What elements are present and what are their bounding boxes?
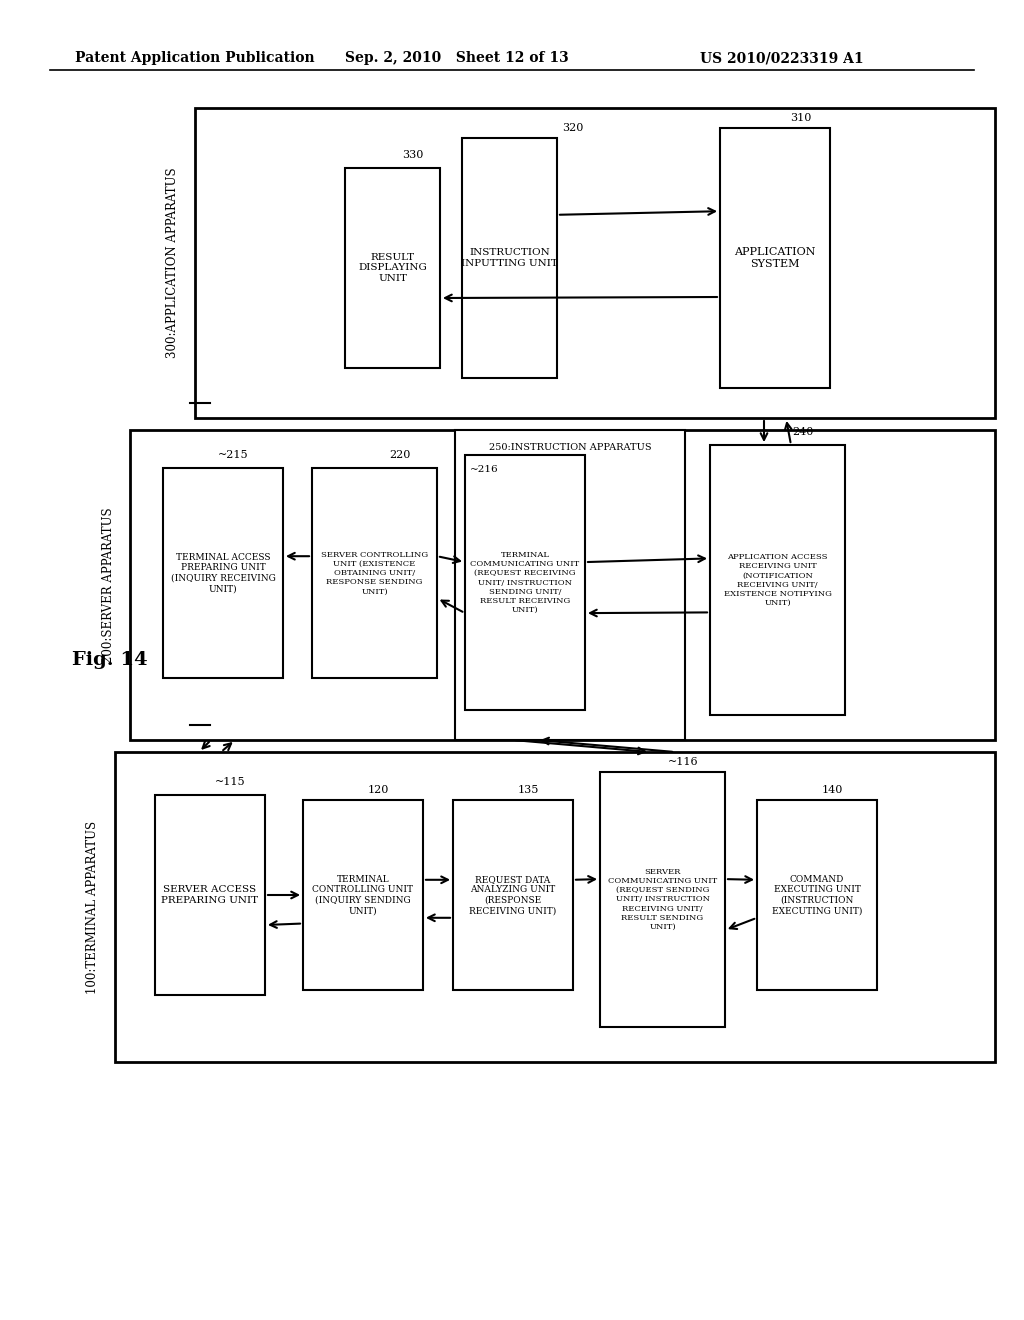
Text: Sep. 2, 2010   Sheet 12 of 13: Sep. 2, 2010 Sheet 12 of 13: [345, 51, 568, 65]
Text: 140: 140: [822, 785, 844, 795]
Bar: [345, 168, 440, 368]
Bar: [462, 139, 557, 378]
Text: ~116: ~116: [668, 756, 698, 767]
Text: 100:TERMINAL APPARATUS: 100:TERMINAL APPARATUS: [86, 821, 99, 994]
Bar: [163, 469, 283, 678]
Text: 220: 220: [389, 450, 411, 459]
Bar: [130, 430, 995, 741]
Text: 330: 330: [402, 150, 424, 160]
Text: Fig. 14: Fig. 14: [72, 651, 147, 669]
Text: 135: 135: [518, 785, 540, 795]
Bar: [312, 469, 437, 678]
Text: APPLICATION ACCESS
RECEIVING UNIT
(NOTIFICATION
RECEIVING UNIT/
EXISTENCE NOTIFY: APPLICATION ACCESS RECEIVING UNIT (NOTIF…: [724, 553, 831, 607]
Bar: [465, 455, 585, 710]
Text: 310: 310: [790, 114, 811, 123]
Bar: [710, 445, 845, 715]
Bar: [600, 772, 725, 1027]
Text: 300:APPLICATION APPARATUS: 300:APPLICATION APPARATUS: [167, 168, 179, 358]
Text: SERVER CONTROLLING
UNIT (EXISTENCE
OBTAINING UNIT/
RESPONSE SENDING
UNIT): SERVER CONTROLLING UNIT (EXISTENCE OBTAI…: [321, 550, 428, 595]
Text: APPLICATION
SYSTEM: APPLICATION SYSTEM: [734, 247, 816, 269]
Text: TERMINAL
COMMUNICATING UNIT
(REQUEST RECEIVING
UNIT/ INSTRUCTION
SENDING UNIT/
R: TERMINAL COMMUNICATING UNIT (REQUEST REC…: [470, 550, 580, 614]
Text: SERVER
COMMUNICATING UNIT
(REQUEST SENDING
UNIT/ INSTRUCTION
RECEIVING UNIT/
RES: SERVER COMMUNICATING UNIT (REQUEST SENDI…: [608, 869, 717, 931]
Text: TERMINAL ACCESS
PREPARING UNIT
(INQUIRY RECEIVING
UNIT): TERMINAL ACCESS PREPARING UNIT (INQUIRY …: [171, 553, 275, 593]
Text: COMMAND
EXECUTING UNIT
(INSTRUCTION
EXECUTING UNIT): COMMAND EXECUTING UNIT (INSTRUCTION EXEC…: [772, 875, 862, 915]
Text: TERMINAL
CONTROLLING UNIT
(INQUIRY SENDING
UNIT): TERMINAL CONTROLLING UNIT (INQUIRY SENDI…: [312, 875, 414, 915]
Bar: [453, 800, 573, 990]
Bar: [115, 752, 995, 1063]
Text: REQUEST DATA
ANALYZING UNIT
(RESPONSE
RECEIVING UNIT): REQUEST DATA ANALYZING UNIT (RESPONSE RE…: [469, 875, 557, 915]
Text: 200:SERVER APPARATUS: 200:SERVER APPARATUS: [101, 507, 115, 663]
Bar: [195, 108, 995, 418]
Text: ~215: ~215: [218, 450, 249, 459]
Text: 320: 320: [562, 123, 584, 133]
Text: Patent Application Publication: Patent Application Publication: [75, 51, 314, 65]
Text: RESULT
DISPLAYING
UNIT: RESULT DISPLAYING UNIT: [358, 253, 427, 282]
Text: 240: 240: [793, 426, 814, 437]
Text: ~115: ~115: [215, 777, 246, 787]
Text: SERVER ACCESS
PREPARING UNIT: SERVER ACCESS PREPARING UNIT: [162, 886, 259, 904]
Bar: [155, 795, 265, 995]
Bar: [720, 128, 830, 388]
Bar: [757, 800, 877, 990]
Text: US 2010/0223319 A1: US 2010/0223319 A1: [700, 51, 863, 65]
Text: 120: 120: [368, 785, 389, 795]
Bar: [303, 800, 423, 990]
Text: ~216: ~216: [470, 466, 499, 474]
Text: INSTRUCTION
INPUTTING UNIT: INSTRUCTION INPUTTING UNIT: [461, 248, 558, 268]
Text: 250:INSTRUCTION APPARATUS: 250:INSTRUCTION APPARATUS: [488, 444, 651, 453]
Bar: [455, 430, 685, 741]
